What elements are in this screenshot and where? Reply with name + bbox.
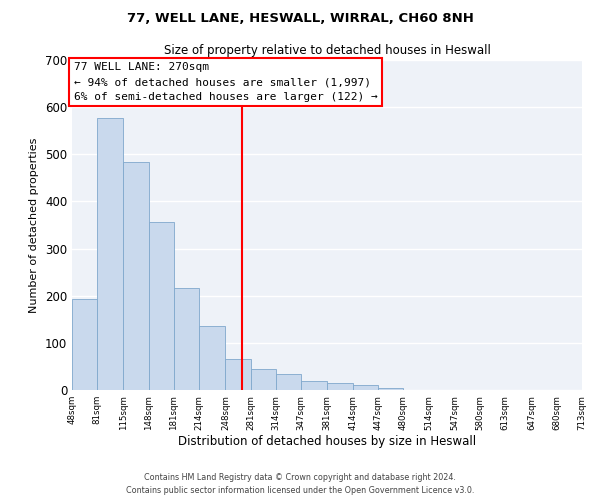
X-axis label: Distribution of detached houses by size in Heswall: Distribution of detached houses by size …	[178, 436, 476, 448]
Text: 77 WELL LANE: 270sqm
← 94% of detached houses are smaller (1,997)
6% of semi-det: 77 WELL LANE: 270sqm ← 94% of detached h…	[74, 62, 377, 102]
Bar	[199, 326, 226, 390]
Text: Contains HM Land Registry data © Crown copyright and database right 2024.
Contai: Contains HM Land Registry data © Crown c…	[126, 474, 474, 495]
Text: 77, WELL LANE, HESWALL, WIRRAL, CH60 8NH: 77, WELL LANE, HESWALL, WIRRAL, CH60 8NH	[127, 12, 473, 26]
Bar	[174, 288, 199, 390]
Bar	[378, 388, 403, 390]
Bar	[149, 222, 174, 390]
Bar	[97, 118, 124, 390]
Bar	[72, 299, 97, 390]
Bar	[276, 374, 301, 390]
Bar	[301, 380, 328, 390]
Bar	[353, 385, 378, 390]
Title: Size of property relative to detached houses in Heswall: Size of property relative to detached ho…	[164, 44, 490, 58]
Bar	[251, 369, 276, 390]
Bar	[124, 162, 149, 390]
Y-axis label: Number of detached properties: Number of detached properties	[29, 138, 40, 312]
Bar	[226, 360, 251, 390]
Bar	[328, 384, 353, 390]
